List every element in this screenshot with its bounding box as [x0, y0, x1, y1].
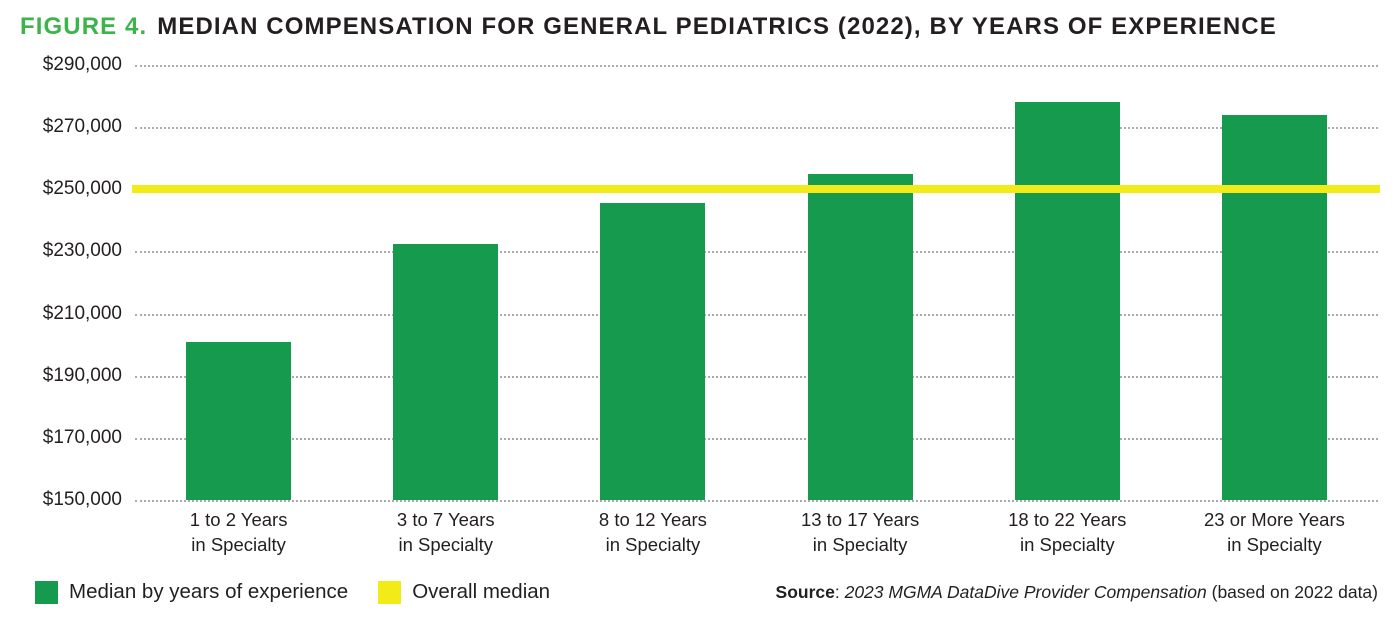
x-tick-label: 13 to 17 Years in Specialty: [800, 509, 920, 555]
x-tick-label: 3 to 7 Years in Specialty: [396, 509, 495, 555]
x-tick-label: 18 to 22 Years in Specialty: [1008, 509, 1127, 555]
bar-chart: $290,000 $270,000 $250,000 $230,000 $210,000…: [0, 54, 1380, 557]
bar-slot: [964, 65, 1171, 500]
x-tick-label: 8 to 12 Years in Specialty: [598, 509, 707, 555]
bar-8-to-12-years: [600, 203, 706, 500]
legend-label: Overall median: [412, 580, 551, 603]
x-axis-labels: 1 to 2 Years in Specialty 3 to 7 Years in S…: [135, 507, 1378, 557]
figure-title: FIGURE 4. MEDIAN COMPENSATION FOR GENERAL…: [20, 12, 1380, 42]
bar-slot: [549, 65, 756, 500]
y-tick-label: $150,000: [42, 489, 122, 510]
y-tick-label: $270,000: [42, 116, 122, 138]
bar-13-to-17-years: [807, 173, 913, 500]
gridline: [135, 437, 1378, 440]
bar-23-or-more-years: [1221, 114, 1327, 500]
y-axis: $290,000 $270,000 $250,000 $230,000 $210,000…: [0, 54, 122, 510]
gridline: [135, 313, 1378, 316]
legend-label: Median by years of experience: [69, 580, 349, 603]
gridline: [135, 65, 1378, 67]
figure-title-text: MEDIAN COMPENSATION FOR GENERAL PEDIATRI…: [157, 13, 1277, 40]
y-tick-label: $230,000: [42, 240, 122, 262]
figure-number-label: FIGURE 4.: [20, 13, 148, 40]
source-label: Source: [775, 581, 835, 602]
y-tick-label: $250,000: [42, 178, 122, 200]
legend-item-median-by-experience: Median by years of experience: [35, 580, 348, 604]
source-separator: :: [834, 581, 845, 602]
legend-swatch-yellow-icon: [378, 580, 402, 604]
legend-item-overall-median: Overall median: [378, 580, 550, 604]
x-tick-label: 1 to 2 Years in Specialty: [189, 509, 288, 555]
bar-row: [135, 65, 1378, 500]
gridline: [135, 251, 1378, 254]
plot-area: [132, 65, 1380, 502]
bar-slot: [342, 65, 549, 500]
bar-slot: [757, 65, 964, 500]
gridline: [135, 127, 1378, 130]
y-tick-label: $170,000: [42, 426, 122, 448]
source-note: Source: 2023 MGMA DataDive Provider Comp…: [776, 582, 1378, 603]
bar-3-to-7-years: [393, 243, 499, 500]
bar-1-to-2-years: [186, 341, 292, 500]
source-citation: 2023 MGMA DataDive Provider Compensation: [844, 581, 1207, 602]
bar-slot: [1171, 65, 1378, 500]
source-suffix: (based on 2022 data): [1206, 581, 1378, 602]
bar-slot: [135, 65, 342, 500]
legend: Median by years of experience Overall me…: [35, 580, 550, 604]
bar-18-to-22-years: [1014, 102, 1120, 500]
chart-footer: Median by years of experience Overall me…: [0, 570, 1400, 614]
x-tick-label: 23 or More Years in Specialty: [1203, 509, 1345, 555]
gridline: [135, 375, 1378, 378]
y-tick-label: $210,000: [42, 302, 122, 324]
legend-swatch-green-icon: [35, 580, 58, 604]
overall-median-line: [132, 185, 1380, 194]
y-tick-label: $290,000: [42, 54, 122, 75]
y-tick-label: $190,000: [42, 364, 122, 386]
